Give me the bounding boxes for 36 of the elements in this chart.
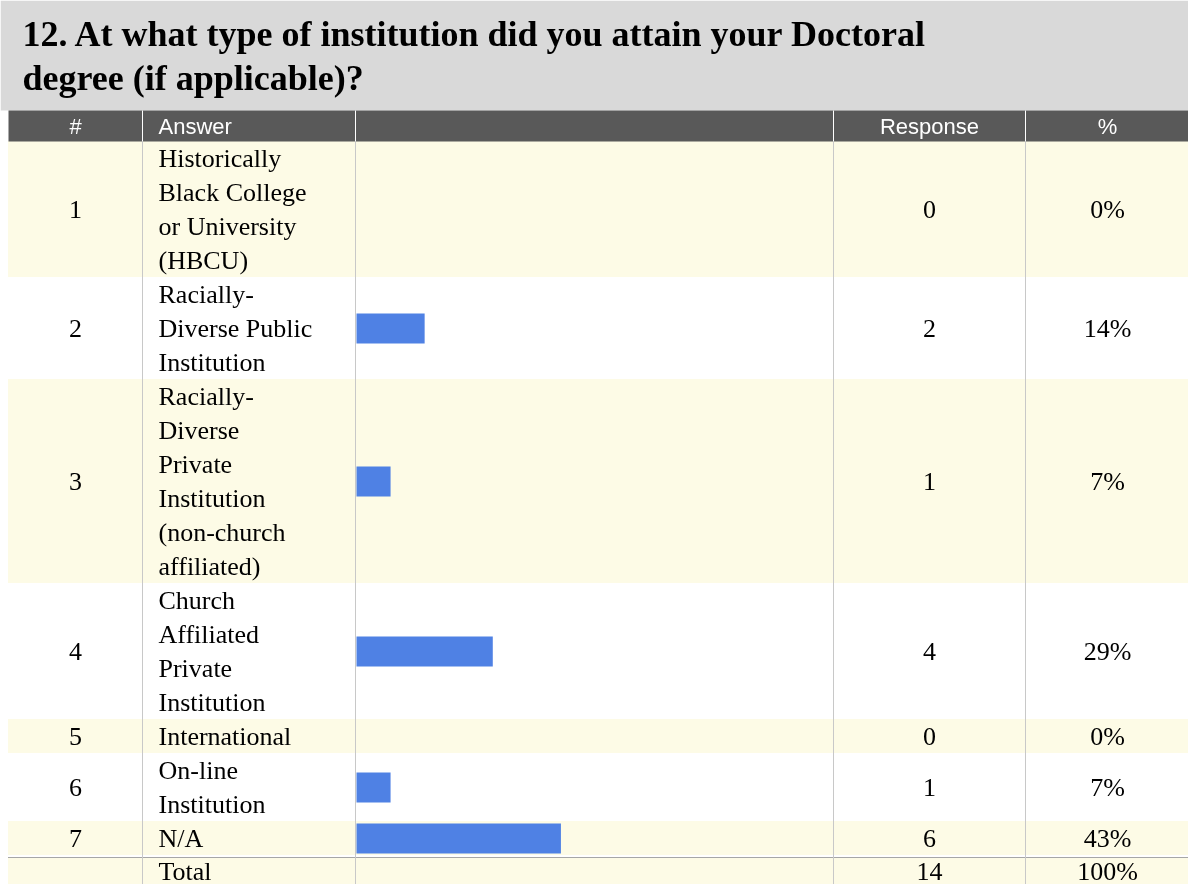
text: 14% [1083, 314, 1132, 343]
y-tick-label: Church Affiliated Private Institution [158, 586, 266, 717]
text: 100% [1077, 856, 1138, 884]
text: 2 [69, 314, 82, 343]
y-tick-label: Historically Black College or University (HBCU) [158, 144, 307, 275]
text: 6 [69, 773, 82, 802]
text: 0% [1090, 195, 1125, 224]
text: # [69, 114, 83, 139]
text: 5 [69, 722, 82, 751]
y-tick-label: N/A [158, 824, 204, 853]
data-label: 4 [923, 637, 936, 666]
data-label: 0 [923, 722, 936, 751]
data-label: 2 [923, 314, 936, 343]
text: 43% [1083, 824, 1132, 853]
text: 14 [916, 856, 943, 884]
text: Response [879, 114, 980, 139]
text: 7 [69, 824, 82, 853]
text: 3 [69, 467, 82, 496]
data-label: 6 [923, 824, 936, 853]
chart-title: 12. At what type of institution did you attain your Doctoral degree (if applicable)? [22, 13, 925, 98]
text: 29% [1083, 637, 1132, 666]
y-tick-label: International [158, 722, 292, 751]
y-tick-label: On-line Institution [158, 756, 266, 819]
data-label: 1 [923, 467, 936, 496]
text: 0% [1090, 722, 1125, 751]
y-tick-label: Racially-Diverse Private Institution (non-church affiliated) [158, 382, 286, 581]
text: 1 [69, 195, 82, 224]
text: 4 [69, 637, 82, 666]
text: 7% [1090, 467, 1125, 496]
text: Total [158, 856, 212, 884]
text: Answer [158, 114, 232, 139]
y-tick-label: Racially-Diverse Public Institution [158, 280, 313, 377]
data-label: 1 [923, 773, 936, 802]
text: % [1097, 114, 1118, 139]
data-label: 0 [923, 195, 936, 224]
text: 7% [1090, 773, 1125, 802]
